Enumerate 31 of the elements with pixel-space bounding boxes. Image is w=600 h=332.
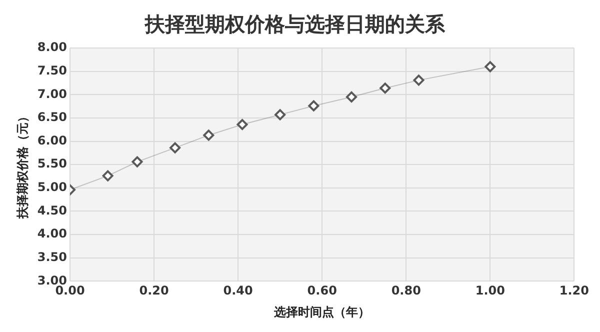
y-tick-label: 5.00 (37, 180, 68, 194)
point (236, 118, 248, 130)
point (346, 91, 358, 102)
point (413, 74, 424, 86)
y-tick-label: 5.50 (37, 156, 68, 171)
y-tick-label: 8.00 (37, 40, 68, 54)
point (132, 156, 143, 168)
x-tick-label: 0.80 (391, 284, 421, 298)
x-tick-label: 1.20 (559, 284, 589, 298)
y-tick-label: 3.50 (37, 250, 68, 264)
x-tick-label: 0.00 (55, 284, 85, 298)
y-tick-label: 7.50 (37, 63, 68, 78)
y-tick-label: 4.50 (37, 203, 68, 218)
point (484, 61, 496, 72)
y-tick-label: 7.00 (37, 86, 68, 101)
x-tick-label: 1.00 (475, 284, 505, 298)
x-tick-label: 0.20 (139, 284, 169, 298)
x-axis-title: 选择时间点（年） (273, 304, 370, 319)
point (203, 130, 214, 141)
point (102, 170, 114, 182)
point (308, 100, 320, 112)
point (380, 82, 391, 94)
y-tick-label: 4.00 (37, 226, 68, 241)
point (274, 109, 286, 120)
point (170, 142, 181, 154)
x-tick-label: 0.60 (307, 284, 337, 298)
y-tick-label: 6.50 (37, 110, 68, 124)
y-axis-title: 扶择期权价格（元） (15, 110, 30, 220)
x-tick-label: 0.40 (223, 284, 253, 298)
y-tick-label: 6.00 (37, 133, 68, 148)
chart-title: 扶择型期权价格与选择日期的关系 (144, 12, 446, 36)
